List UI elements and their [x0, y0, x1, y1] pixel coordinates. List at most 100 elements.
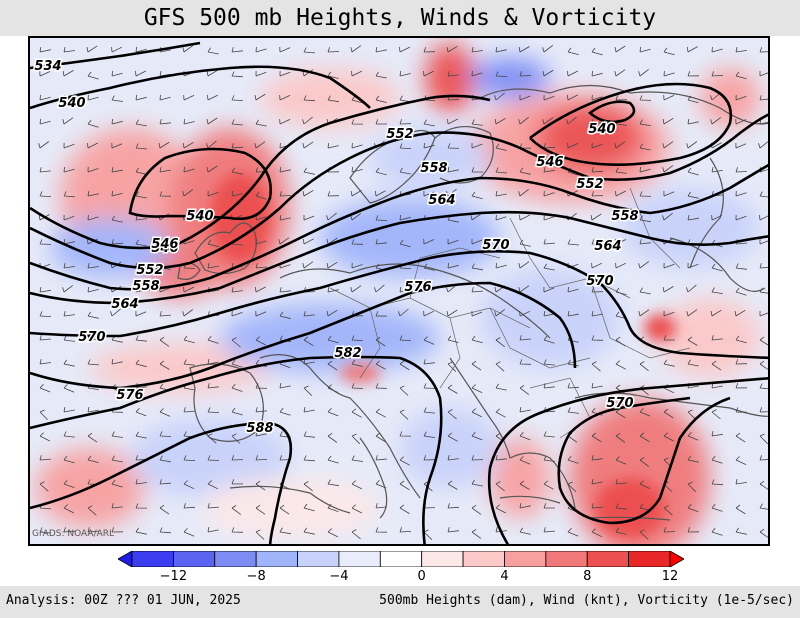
wind-barb — [639, 408, 651, 417]
wind-barb — [231, 190, 243, 197]
wind-barb — [687, 95, 699, 104]
contour-564 — [30, 210, 768, 305]
wind-barb — [759, 455, 768, 461]
wind-barb — [495, 214, 507, 221]
wind-barb — [159, 431, 172, 437]
wind-barb — [447, 143, 460, 149]
wind-barb — [206, 165, 218, 173]
wind-barb — [207, 335, 219, 344]
wind-barb — [423, 166, 435, 173]
wind-barb — [519, 480, 530, 490]
wind-barb — [231, 71, 244, 78]
wind-barb — [567, 47, 579, 55]
wind-barb — [735, 214, 747, 221]
wind-barb — [543, 167, 555, 173]
wind-barb — [639, 287, 651, 295]
wind-barb — [207, 94, 218, 101]
wind-barb — [255, 119, 267, 127]
wind-barb — [255, 504, 266, 515]
wind-barb — [399, 409, 409, 420]
wind-barb — [182, 189, 194, 197]
wind-barb — [614, 141, 626, 149]
wind-barb — [687, 527, 700, 533]
wind-barb — [159, 191, 172, 197]
wind-barb — [471, 408, 482, 418]
wind-barb — [639, 456, 650, 467]
wind-barb — [302, 141, 314, 149]
wind-barb — [518, 261, 530, 269]
wind-barb — [687, 455, 699, 463]
wind-barb — [183, 118, 195, 125]
wind-barb — [543, 383, 555, 389]
contour-label: 558 — [611, 209, 638, 224]
wind-barb — [494, 309, 506, 317]
wind-barb — [183, 335, 195, 344]
wind-barb — [711, 409, 721, 420]
wind-barb — [519, 214, 530, 221]
wind-barb — [495, 408, 506, 418]
wind-barb — [303, 215, 315, 221]
wind-barb — [87, 214, 99, 221]
wind-barb — [591, 191, 604, 197]
wind-barb — [543, 455, 555, 462]
wind-barb — [591, 262, 603, 269]
wind-barb — [39, 432, 50, 442]
wind-barb — [375, 47, 387, 53]
wind-barb — [495, 383, 507, 391]
wind-barb — [87, 191, 99, 197]
wind-barb — [542, 117, 554, 125]
wind-barb — [423, 47, 436, 53]
wind-barb — [471, 335, 483, 344]
wind-barb — [111, 167, 123, 173]
colorbar-swatch — [545, 551, 588, 567]
wind-barb — [255, 480, 266, 491]
wind-barb — [735, 479, 747, 485]
wind-barb — [758, 141, 768, 149]
colorbar-swatch — [214, 551, 257, 567]
wind-barb — [686, 284, 697, 293]
wind-barb — [159, 504, 170, 515]
wind-barb — [375, 239, 387, 245]
wind-barb — [183, 528, 195, 537]
contour-546 — [30, 94, 491, 250]
wind-barb — [735, 335, 747, 344]
wind-barb — [542, 69, 554, 77]
wind-barb — [303, 527, 315, 535]
colorbar-swatch — [586, 551, 630, 567]
wind-barb — [135, 46, 147, 53]
wind-barb — [159, 408, 171, 417]
wind-barb — [135, 239, 147, 247]
wind-barb — [39, 384, 51, 393]
wind-barb — [567, 311, 579, 317]
wind-barb — [39, 409, 48, 421]
wind-barb — [111, 70, 123, 77]
wind-barb — [375, 360, 386, 370]
wind-barb — [39, 481, 49, 492]
wind-barb — [303, 407, 315, 413]
wind-barb — [327, 384, 339, 393]
wind-barb — [615, 360, 626, 370]
wind-barb — [638, 261, 650, 269]
wind-barb — [615, 215, 628, 221]
wind-barb — [302, 116, 313, 125]
wind-barb — [159, 360, 170, 370]
wind-barb — [326, 237, 338, 245]
wind-barb — [639, 529, 649, 540]
wind-barb — [639, 191, 652, 197]
wind-barb — [327, 408, 339, 417]
wind-barb — [446, 188, 457, 197]
wind-barb — [567, 70, 578, 77]
wind-barb — [279, 215, 291, 221]
wind-barb — [302, 261, 314, 269]
wind-barb — [471, 528, 482, 539]
contour-label: 540 — [588, 122, 615, 137]
wind-barb — [615, 503, 627, 510]
wind-barb — [423, 119, 435, 127]
colorbar-tick-label: 0 — [417, 569, 426, 584]
wind-barb — [326, 309, 338, 317]
wind-barb — [518, 188, 529, 197]
colorbar-swatch — [338, 551, 381, 567]
wind-barb — [375, 503, 387, 509]
colorbar-swatch — [297, 551, 340, 567]
wind-barb — [87, 407, 99, 413]
